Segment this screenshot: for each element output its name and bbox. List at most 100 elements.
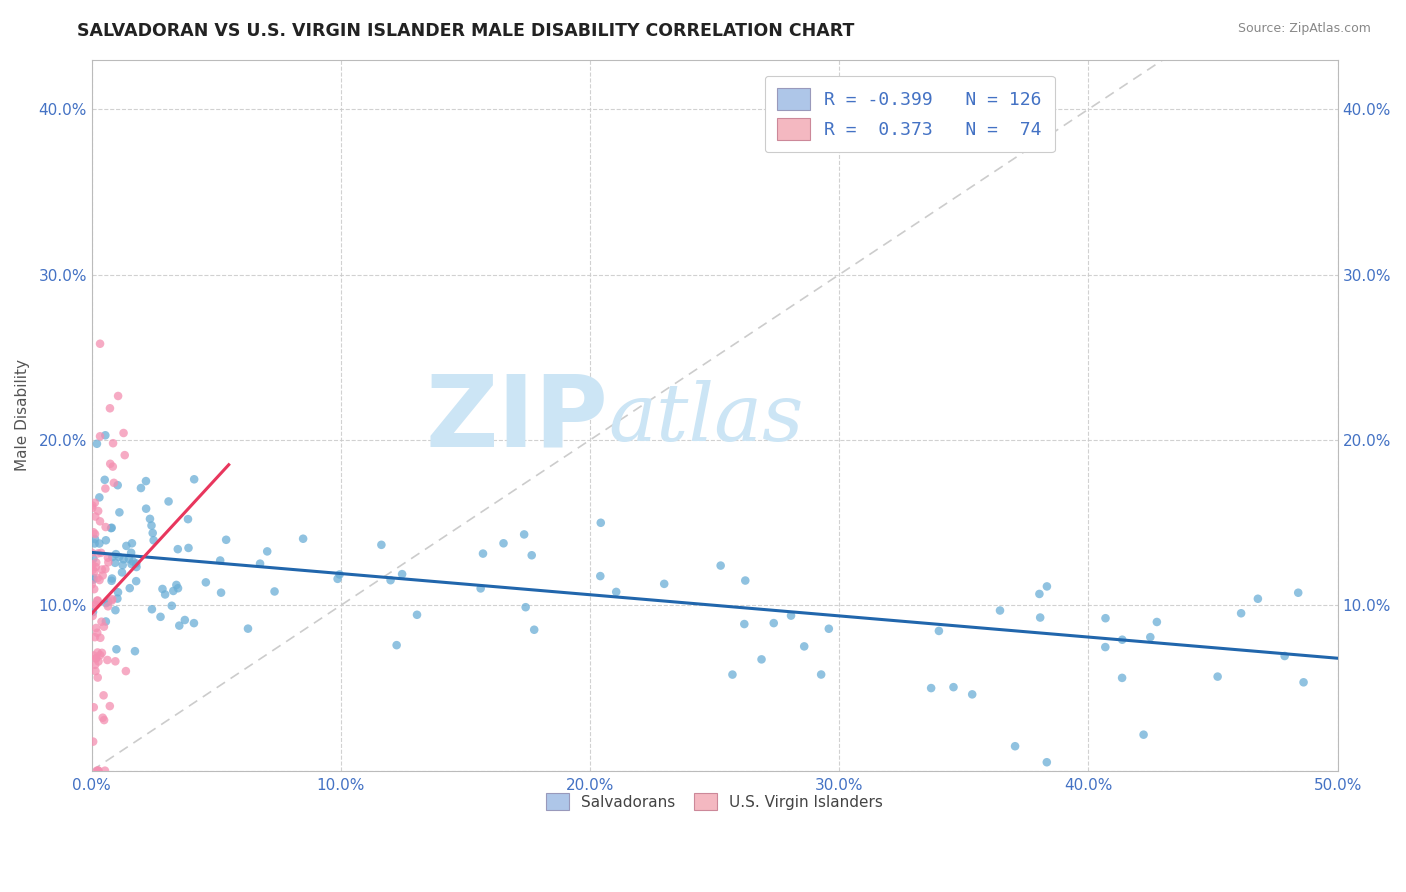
Point <box>817 622 839 636</box>
Point <box>101 436 124 450</box>
Point <box>94 520 117 534</box>
Point <box>183 472 205 486</box>
Point <box>141 602 163 616</box>
Point <box>125 574 148 589</box>
Point <box>256 544 278 558</box>
Point <box>165 578 187 592</box>
Point <box>1094 611 1116 625</box>
Point <box>988 603 1011 617</box>
Point <box>104 654 127 668</box>
Point <box>1094 640 1116 654</box>
Point <box>152 582 174 596</box>
Point <box>1230 607 1253 621</box>
Point <box>89 429 111 443</box>
Point <box>87 671 110 685</box>
Point <box>82 609 104 624</box>
Point <box>108 505 131 519</box>
Point <box>105 642 128 657</box>
Point <box>112 552 135 566</box>
Point <box>370 538 392 552</box>
Point <box>160 599 183 613</box>
Point <box>125 560 148 574</box>
Point <box>1274 648 1296 663</box>
Point <box>118 581 141 595</box>
Point <box>810 667 832 681</box>
Point <box>94 533 117 548</box>
Point <box>94 562 117 576</box>
Point <box>1036 756 1059 770</box>
Point <box>120 546 142 560</box>
Point <box>380 573 402 587</box>
Point <box>100 521 122 535</box>
Point <box>605 585 627 599</box>
Point <box>83 630 105 644</box>
Point <box>91 568 114 582</box>
Point <box>107 389 129 403</box>
Point <box>93 473 115 487</box>
Point <box>82 551 104 566</box>
Point <box>1247 591 1270 606</box>
Point <box>115 539 138 553</box>
Point <box>97 550 120 565</box>
Point <box>209 585 232 599</box>
Point <box>1206 670 1229 684</box>
Point <box>523 623 546 637</box>
Point <box>589 569 612 583</box>
Point <box>98 699 121 714</box>
Point <box>125 557 148 571</box>
Point <box>124 644 146 658</box>
Point <box>84 657 107 672</box>
Point <box>87 546 110 560</box>
Point <box>101 550 124 565</box>
Point <box>107 585 129 599</box>
Point <box>292 532 315 546</box>
Point <box>209 553 232 567</box>
Point <box>177 541 200 555</box>
Point <box>86 571 108 585</box>
Point <box>385 638 408 652</box>
Point <box>91 711 114 725</box>
Point <box>263 584 285 599</box>
Point <box>492 536 515 550</box>
Point <box>83 496 105 510</box>
Point <box>90 562 112 576</box>
Point <box>1286 585 1309 599</box>
Point <box>83 582 105 596</box>
Point <box>153 587 176 601</box>
Point <box>194 575 217 590</box>
Point <box>942 680 965 694</box>
Point <box>86 436 108 450</box>
Point <box>82 500 104 515</box>
Point <box>326 572 349 586</box>
Point <box>84 664 107 678</box>
Point <box>82 558 104 572</box>
Point <box>166 542 188 557</box>
Point <box>1111 671 1133 685</box>
Point <box>236 622 259 636</box>
Point <box>84 532 107 546</box>
Point <box>751 652 773 666</box>
Point <box>928 624 950 638</box>
Point <box>1111 632 1133 647</box>
Y-axis label: Male Disability: Male Disability <box>15 359 30 471</box>
Point <box>1029 610 1052 624</box>
Point <box>142 526 165 541</box>
Point <box>82 605 104 619</box>
Point <box>520 548 543 562</box>
Point <box>121 557 143 571</box>
Point <box>162 583 184 598</box>
Point <box>115 664 138 678</box>
Point <box>129 481 152 495</box>
Point <box>142 533 165 548</box>
Point <box>135 501 157 516</box>
Point <box>83 700 105 714</box>
Point <box>100 521 122 535</box>
Point <box>329 567 352 582</box>
Point <box>114 448 136 462</box>
Point <box>84 651 107 665</box>
Point <box>111 566 134 580</box>
Point <box>89 536 111 550</box>
Point <box>920 681 942 695</box>
Point <box>103 475 125 490</box>
Point <box>94 428 117 442</box>
